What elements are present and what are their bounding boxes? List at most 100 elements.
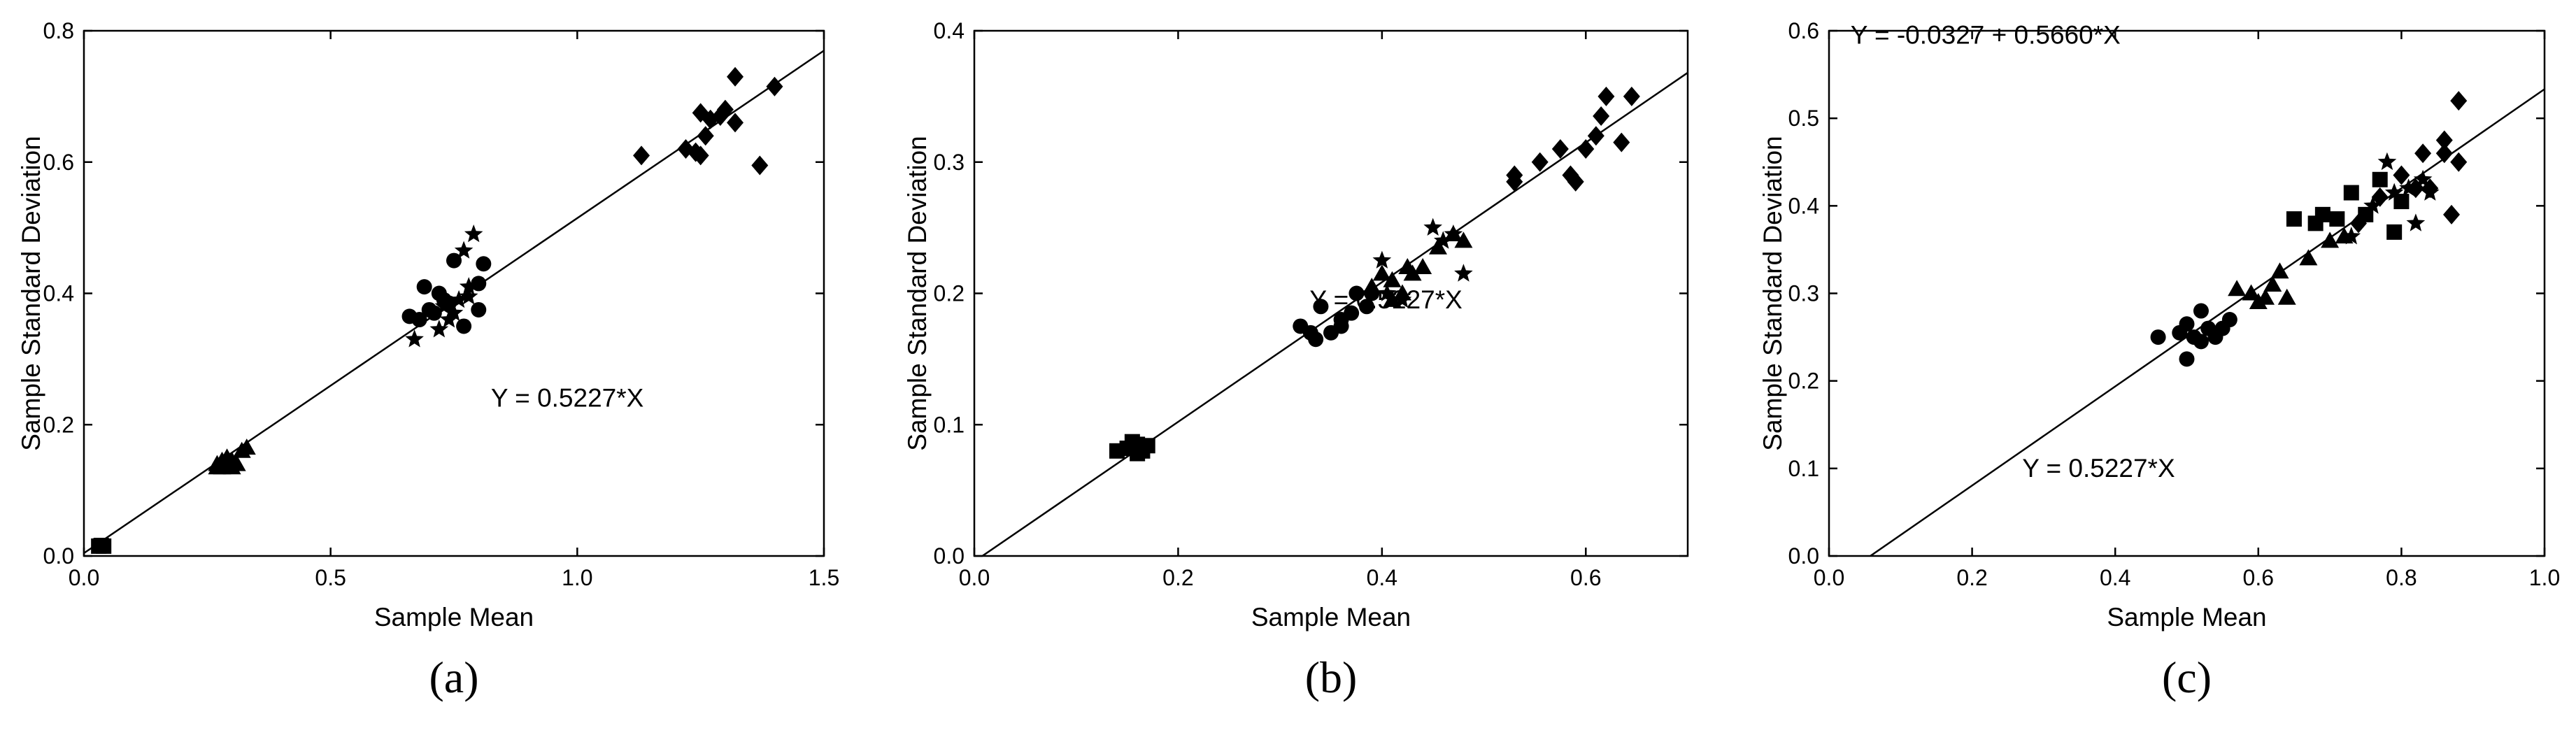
data-point-diamond: [2450, 152, 2468, 172]
data-point-circle: [426, 305, 442, 321]
data-point-diamond: [2393, 165, 2410, 185]
data-point-circle: [476, 256, 492, 272]
data-point-star: [2413, 169, 2433, 188]
y-tick-label: 0.4: [934, 18, 965, 43]
data-point-triangle: [222, 451, 241, 468]
data-point-diamond: [1551, 138, 1569, 159]
data-point-diamond: [1587, 126, 1604, 146]
data-point-diamond: [2407, 178, 2424, 199]
data-point-triangle: [2249, 293, 2268, 310]
data-point-triangle: [1398, 257, 1417, 274]
data-point-diamond: [633, 145, 650, 166]
fit-equation: Y = -0.0327 + 0.5660*X: [1851, 20, 2121, 49]
data-point-circle: [2150, 329, 2166, 345]
x-axis-label: Sample Mean: [374, 603, 534, 631]
data-point-star: [429, 320, 449, 338]
data-point-circle: [401, 308, 418, 324]
y-axis-label: Sample Standard Deviation: [1758, 136, 1787, 450]
data-point-diamond: [2443, 204, 2461, 224]
data-point-star: [1377, 283, 1397, 301]
data-point-triangle: [1414, 257, 1432, 274]
y-tick-label: 0.3: [1788, 281, 1819, 306]
data-point-diamond: [697, 126, 714, 146]
x-tick-label: 0.6: [1570, 565, 1601, 590]
data-point-star: [459, 277, 478, 295]
data-point-diamond: [1567, 171, 1584, 192]
data-point-star: [2377, 152, 2397, 171]
data-point-circle: [471, 301, 487, 317]
x-tick-label: 0.4: [2100, 565, 2130, 590]
data-point-triangle: [2321, 231, 2340, 248]
data-point-star: [1423, 217, 1442, 236]
data-point-circle: [1313, 299, 1329, 315]
x-tick-label: 1.5: [809, 565, 839, 590]
data-point-diamond: [727, 113, 744, 133]
data-point-star: [449, 290, 469, 308]
data-point-diamond: [2435, 130, 2453, 150]
data-point-diamond: [692, 145, 709, 166]
data-point-square: [2314, 206, 2331, 222]
panel-label: (a): [429, 652, 478, 702]
data-point-circle: [471, 276, 487, 292]
data-point-circle: [2193, 303, 2209, 319]
reference-equation: Y = 0.5227*X: [2022, 454, 2175, 483]
x-tick-label: 1.0: [2529, 565, 2560, 590]
data-point-triangle: [1372, 264, 1391, 281]
y-tick-label: 0.8: [43, 18, 74, 43]
x-tick-label: 0.2: [1162, 565, 1193, 590]
data-point-triangle: [2263, 275, 2282, 292]
data-point-circle: [1359, 299, 1374, 315]
data-point-diamond: [1623, 86, 1640, 106]
data-point-circle: [1308, 331, 1324, 348]
data-point-diamond: [2350, 213, 2368, 234]
data-point-diamond: [2371, 187, 2389, 207]
y-axis-label: Sample Standard Deviation: [17, 136, 45, 450]
data-point-circle: [1333, 312, 1349, 328]
data-point-diamond: [1506, 165, 1523, 185]
x-tick-label: 0.8: [2386, 565, 2417, 590]
data-point-star: [444, 303, 464, 321]
x-tick-label: 0.0: [1814, 565, 1844, 590]
y-axis-label: Sample Standard Deviation: [903, 136, 932, 450]
data-point-star: [459, 287, 478, 305]
y-tick-label: 0.4: [1788, 193, 1819, 218]
data-point-triangle: [237, 438, 256, 455]
y-tick-label: 0.0: [43, 543, 74, 569]
panel-label: (b): [1305, 652, 1358, 702]
x-tick-label: 0.2: [1956, 565, 1987, 590]
y-tick-label: 0.2: [934, 281, 965, 306]
y-tick-label: 0.6: [1788, 18, 1819, 43]
data-point-triangle: [1383, 271, 1402, 287]
data-point-star: [1434, 231, 1453, 249]
data-point-star: [1372, 250, 1392, 269]
data-point-square: [93, 537, 109, 553]
data-point-triangle: [2242, 284, 2261, 301]
scatter-panel-2: 0.0 0.2 0.4 0.6 0.0 0.1 0.2 0.3 0.4 Sample Mean Sa…: [903, 18, 1689, 702]
data-point-star: [2406, 213, 2426, 231]
data-point-square: [2386, 224, 2403, 240]
data-point-triangle: [208, 458, 227, 475]
y-tick-label: 0.1: [934, 412, 965, 437]
data-point-diamond: [1577, 138, 1595, 159]
y-tick-label: 0.0: [934, 543, 965, 569]
data-point-circle: [2179, 316, 2195, 332]
data-point-diamond: [751, 155, 769, 176]
y-tick-label: 0.4: [43, 281, 74, 306]
x-axis-label: Sample Mean: [1251, 603, 1411, 631]
data-point-star: [1454, 264, 1473, 282]
data-point-triangle: [2299, 249, 2318, 266]
data-point-star: [2342, 227, 2361, 245]
x-tick-label: 1.0: [562, 565, 592, 590]
data-point-triangle: [1429, 238, 1447, 255]
data-point-diamond: [2421, 178, 2439, 199]
data-point-diamond: [766, 76, 783, 97]
data-point-circle: [2193, 334, 2209, 350]
y-tick-label: 0.2: [1788, 369, 1819, 394]
data-point-circle: [416, 279, 432, 295]
data-point-triangle: [2228, 280, 2247, 297]
data-point-diamond: [711, 106, 729, 127]
data-point-star: [2363, 196, 2382, 214]
data-point-star: [464, 224, 483, 243]
data-point-circle: [1349, 285, 1365, 301]
